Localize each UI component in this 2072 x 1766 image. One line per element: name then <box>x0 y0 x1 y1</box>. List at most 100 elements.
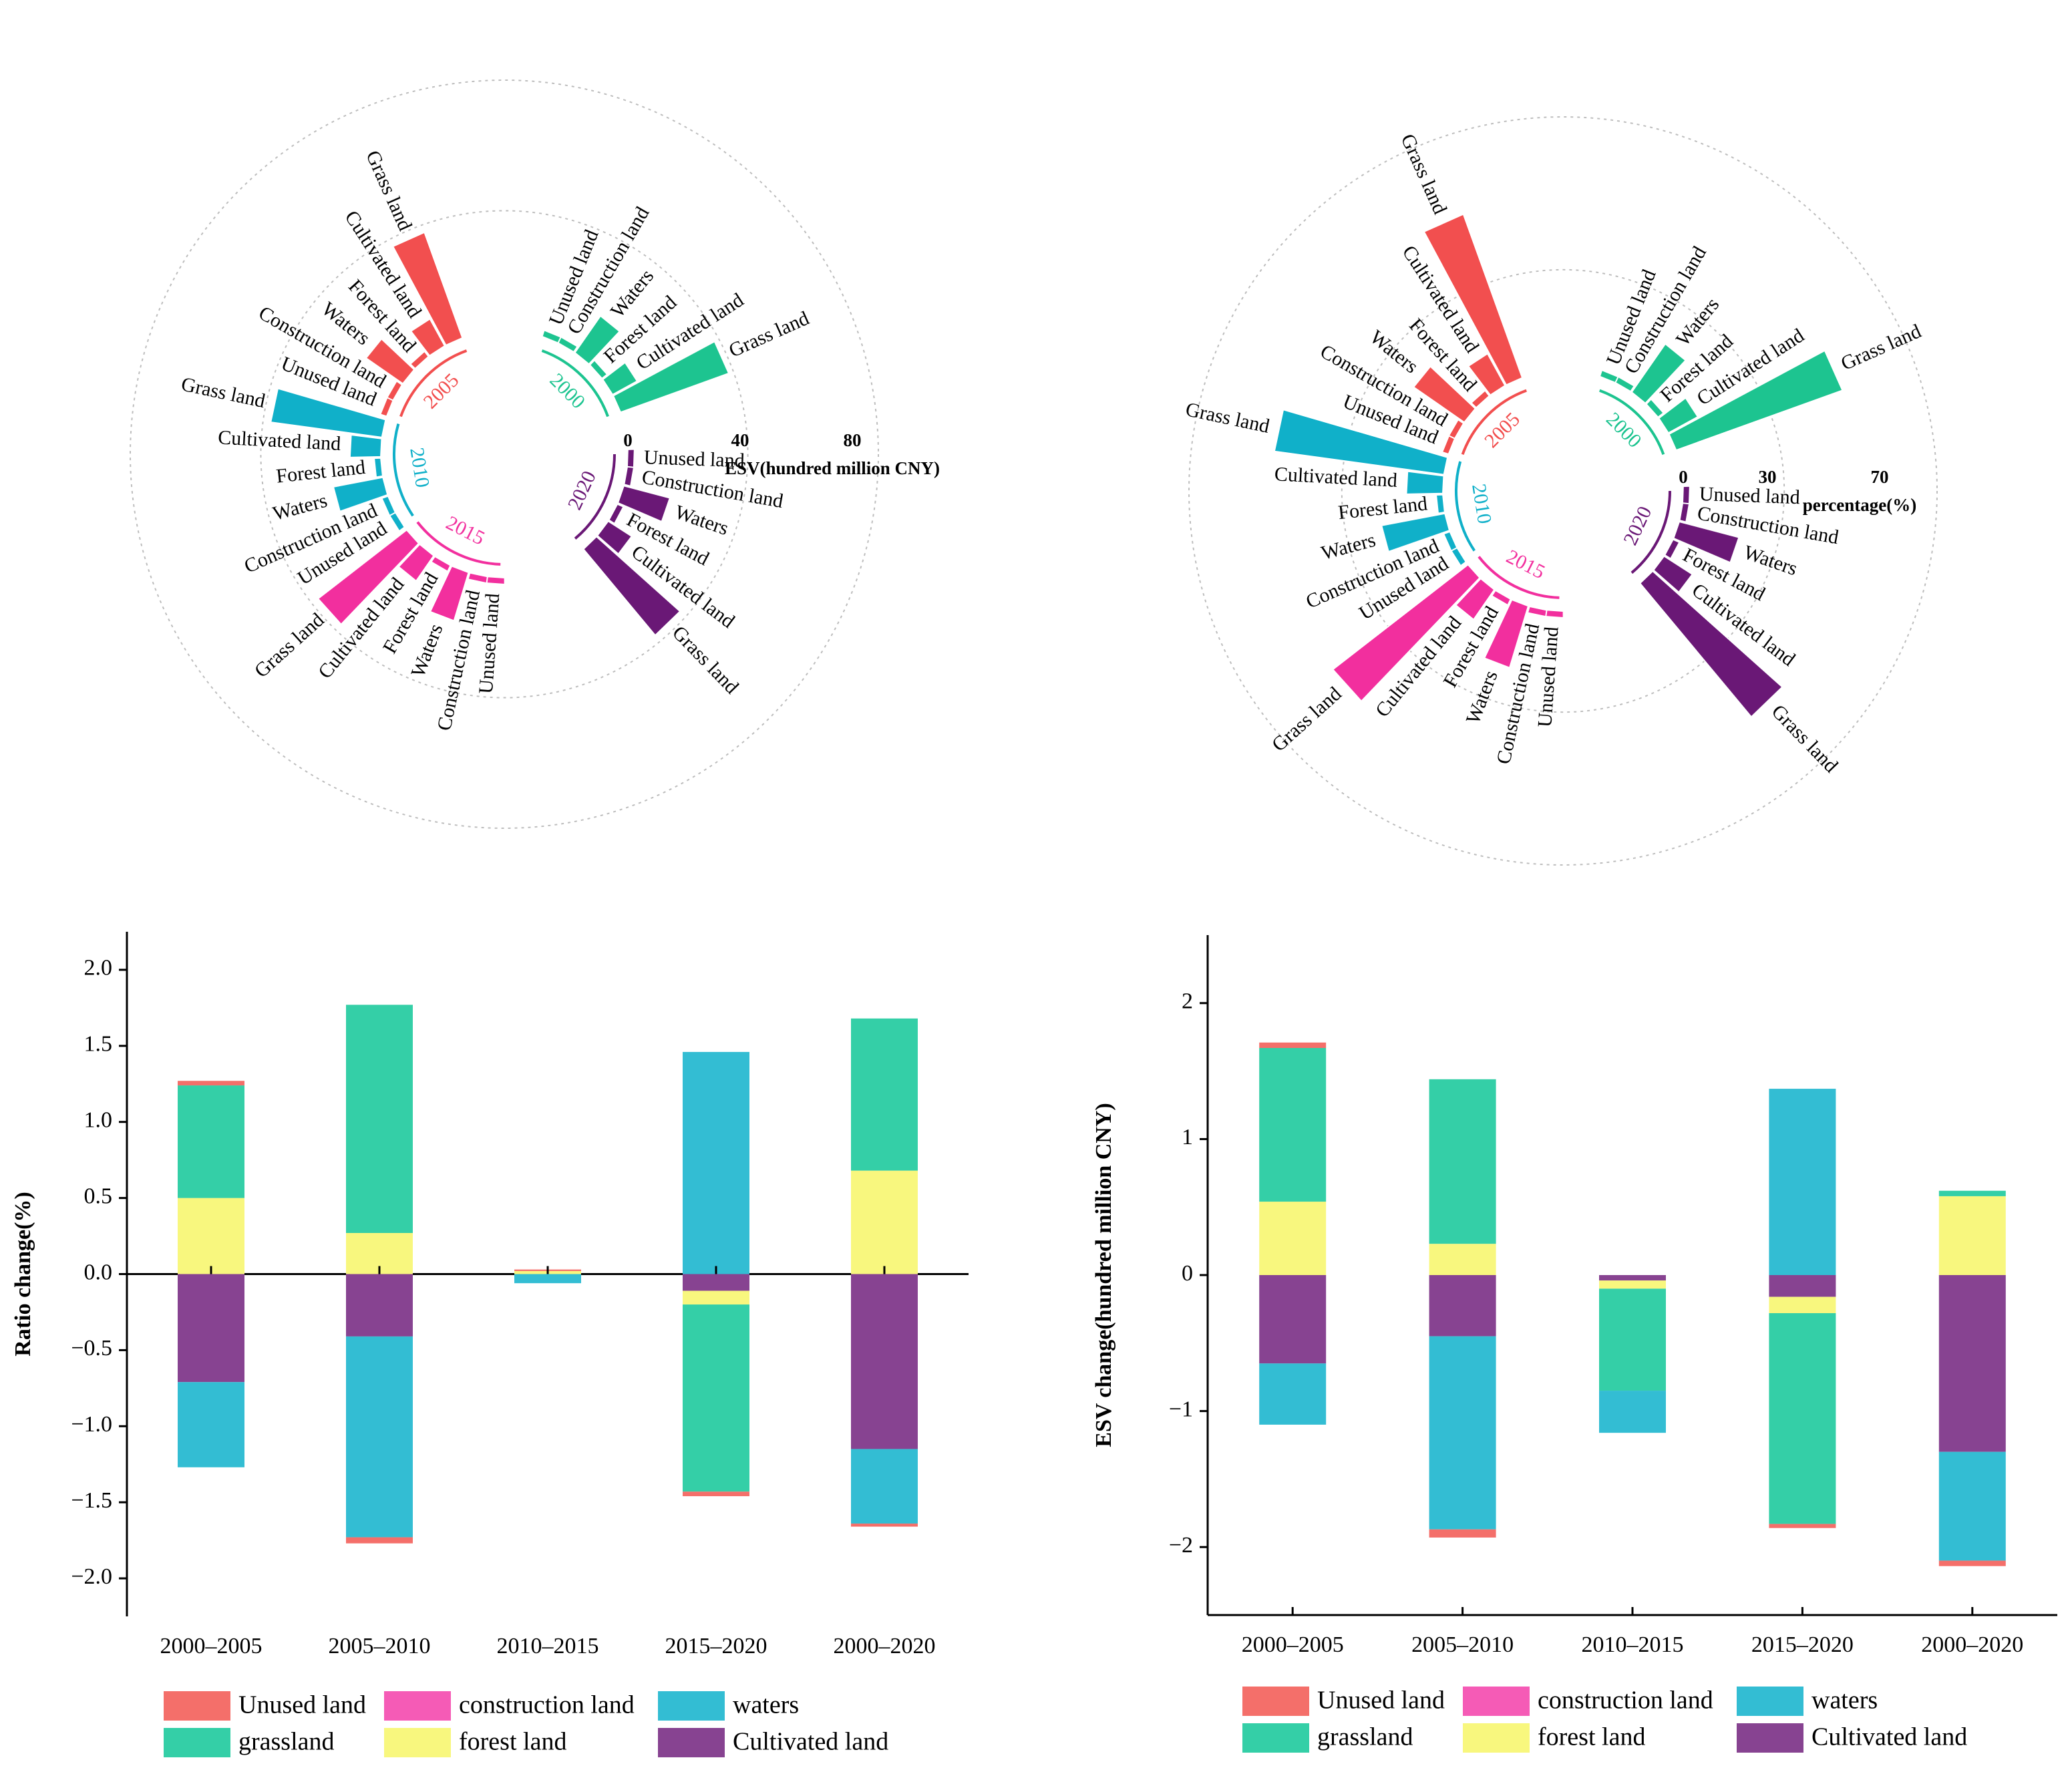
polar-bar-2000-waters <box>1630 343 1687 405</box>
y-tick-label: 1.0 <box>84 1108 113 1133</box>
polar-bar-2015-cultivated-land <box>397 543 435 582</box>
legend-swatch-forest-land <box>1463 1723 1530 1753</box>
year-arc-2010 <box>1455 461 1476 552</box>
year-label-2010: 2010 <box>405 446 434 489</box>
polar-label-2015-grass-land: Grass land <box>1268 683 1346 756</box>
polar-bar-2020-waters <box>617 485 671 523</box>
legend-swatch-construction-land <box>1463 1687 1530 1716</box>
polar-bar-2005-grass-land <box>1423 213 1524 386</box>
y-tick-label: 1 <box>1182 1125 1193 1150</box>
y-tick-label: −2 <box>1169 1533 1193 1558</box>
polar-bar-2020-construction-land <box>1679 502 1691 523</box>
polar-bar-2010-waters <box>332 476 389 513</box>
bar-2000-2020-grassland <box>851 1018 918 1171</box>
polar-bar-2000-cultivated-land <box>1658 397 1699 434</box>
bar-2005-2010-waters <box>346 1336 413 1538</box>
polar-label-2010-waters: Waters <box>1319 529 1378 564</box>
bar-2015-2020-grassland <box>1769 1313 1836 1524</box>
legend-swatch-construction-land <box>384 1691 451 1721</box>
y-tick-label: −0.5 <box>71 1336 112 1361</box>
bar-2005-2010-unused-land <box>1429 1529 1496 1538</box>
bar-2015-2020-cultivated-land <box>1769 1275 1836 1297</box>
polar-label-2010-cultivated-land: Cultivated land <box>218 426 342 455</box>
bar-2000-2020-forest-land <box>851 1170 918 1274</box>
polar-bar-2010-forest-land <box>373 457 384 478</box>
polar-bar-2005-waters <box>365 337 415 385</box>
polar-bar-2000-waters <box>574 315 621 365</box>
grid-circle-outer <box>130 79 879 829</box>
bar-2000-2020-waters <box>1938 1451 2006 1561</box>
legend-swatch-cultivated-land <box>658 1728 725 1757</box>
x-tick-label-2000-2020: 2000–2020 <box>1921 1632 2023 1657</box>
polar-label-2020-grass-land: Grass land <box>1767 701 1842 777</box>
polar-label-2020-unused-land: Unused land <box>1699 483 1800 508</box>
polar-bar-2000-cultivated-land <box>602 361 639 396</box>
year-arc-2000 <box>1599 389 1665 455</box>
bar-2000-2020-grassland <box>1938 1190 2006 1196</box>
polar-label-2005-grass-land: Grass land <box>361 147 416 234</box>
polar-bar-2000-forest-land <box>588 359 609 379</box>
polar-bar-2020-cultivated-land <box>1653 555 1694 594</box>
bar-2000-2005-waters <box>1259 1363 1327 1425</box>
legend-label-grassland: grassland <box>1317 1723 1413 1751</box>
y-tick-label: −2.0 <box>71 1564 112 1589</box>
legend-label-waters: waters <box>733 1691 799 1719</box>
legend-label-construction-land: construction land <box>459 1691 635 1719</box>
polar-bar-2015-construction-land <box>467 572 489 584</box>
stacked-bar-chart-ratio-change: −2.0 −1.5 −1.0 −0.5 0.0 0.5 1.0 1.5 2.0 Ratio cha… <box>11 932 969 1757</box>
year-arc-2010 <box>393 423 414 517</box>
polar-bar-2015-waters <box>1483 598 1530 669</box>
bar-2000-2020-waters <box>851 1449 918 1524</box>
polar-bar-2015-unused-land <box>1544 609 1564 619</box>
bar-2000-2020-cultivated-land <box>1938 1275 2006 1452</box>
polar-bar-2010-forest-land <box>1435 494 1445 514</box>
bar-2015-2020-waters <box>683 1051 749 1274</box>
x-tick-label-2010-2015: 2010–2015 <box>1582 1632 1684 1657</box>
bar-2015-2020-grassland <box>683 1304 749 1492</box>
radial-tick-80: 80 <box>844 430 862 450</box>
bar-2005-2010-cultivated-land <box>1429 1275 1496 1337</box>
bar-2010-2015-forest-land <box>1599 1280 1666 1289</box>
bar-2000-2020-unused-land <box>1938 1560 2006 1566</box>
bar-2010-2015-waters <box>1599 1391 1666 1433</box>
bar-2010-2015-waters <box>514 1274 581 1284</box>
polar-bar-2015-forest-land <box>429 555 452 572</box>
legend-swatch-waters <box>1737 1687 1803 1716</box>
bar-2000-2005-cultivated-land <box>1259 1275 1327 1364</box>
polar-bar-2010-construction-land <box>381 495 397 517</box>
polar-bar-2005-forest-land <box>409 350 429 370</box>
y-axis-label: Ratio change(%) <box>11 1192 35 1356</box>
polar-bar-2010-construction-land <box>1442 530 1458 552</box>
polar-bar-2000-construction-land <box>1614 375 1636 393</box>
legend-label-cultivated-land: Cultivated land <box>733 1728 888 1756</box>
year-label-2015: 2015 <box>1503 546 1548 584</box>
bar-2015-2020-unused-land <box>1769 1524 1836 1528</box>
bar-2000-2020-unused-land <box>851 1524 918 1527</box>
x-tick-label-2000-2020: 2000–2020 <box>834 1634 936 1658</box>
year-label-2020: 2020 <box>564 468 600 513</box>
bar-2005-2010-waters <box>1429 1336 1496 1530</box>
polar-bar-2015-grass-land <box>317 529 420 626</box>
polar-bar-2000-grass-land <box>612 340 730 413</box>
year-arc-2005 <box>399 349 468 417</box>
polar-bar-2020-cultivated-land <box>596 520 633 555</box>
radial-tick-0: 0 <box>623 430 633 450</box>
legend-swatch-forest-land <box>384 1728 451 1757</box>
polar-bar-2020-construction-land <box>623 466 635 488</box>
bar-2000-2005-forest-land <box>178 1198 244 1274</box>
legend-swatch-unused-land <box>1242 1687 1309 1716</box>
radial-axis-label: ESV(hundred million CNY) <box>725 458 940 478</box>
year-arc-2005 <box>1461 389 1527 455</box>
polar-bar-2010-grass-land <box>1273 409 1449 476</box>
x-tick-label-2000-2005: 2000–2005 <box>1242 1632 1344 1657</box>
polar-bar-2005-cultivated-land <box>1467 352 1506 396</box>
year-arc-2020 <box>574 454 616 540</box>
polar-bar-2015-grass-land <box>1331 563 1481 703</box>
polar-label-2020-waters: Waters <box>1741 541 1800 580</box>
bar-2005-2010-unused-land <box>346 1537 413 1544</box>
polar-bar-2020-forest-land <box>608 503 625 525</box>
